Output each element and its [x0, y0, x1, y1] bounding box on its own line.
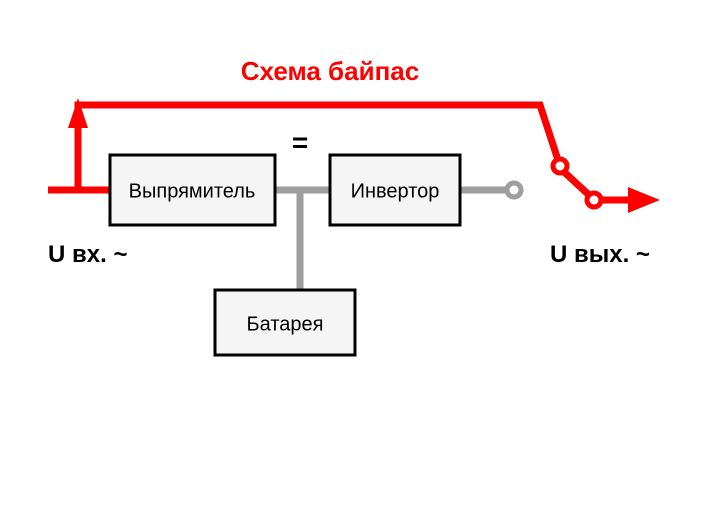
bypass-diagram: Выпрямитель Инвертор Батарея = Схема бай… — [0, 0, 704, 514]
output-label: U вых. ~ — [550, 241, 650, 268]
rectifier-label: Выпрямитель — [129, 180, 256, 202]
output-arrow-head — [628, 187, 660, 213]
switch-lever — [563, 171, 589, 195]
inverter-label: Инвертор — [351, 180, 440, 202]
battery-label: Батарея — [247, 313, 324, 335]
dc-symbol: = — [292, 127, 308, 158]
input-label: U вх. ~ — [48, 241, 127, 268]
bypass-title: Схема байпас — [241, 56, 419, 86]
switch-contact-bottom — [587, 193, 601, 207]
inv-out-terminal — [507, 183, 521, 197]
